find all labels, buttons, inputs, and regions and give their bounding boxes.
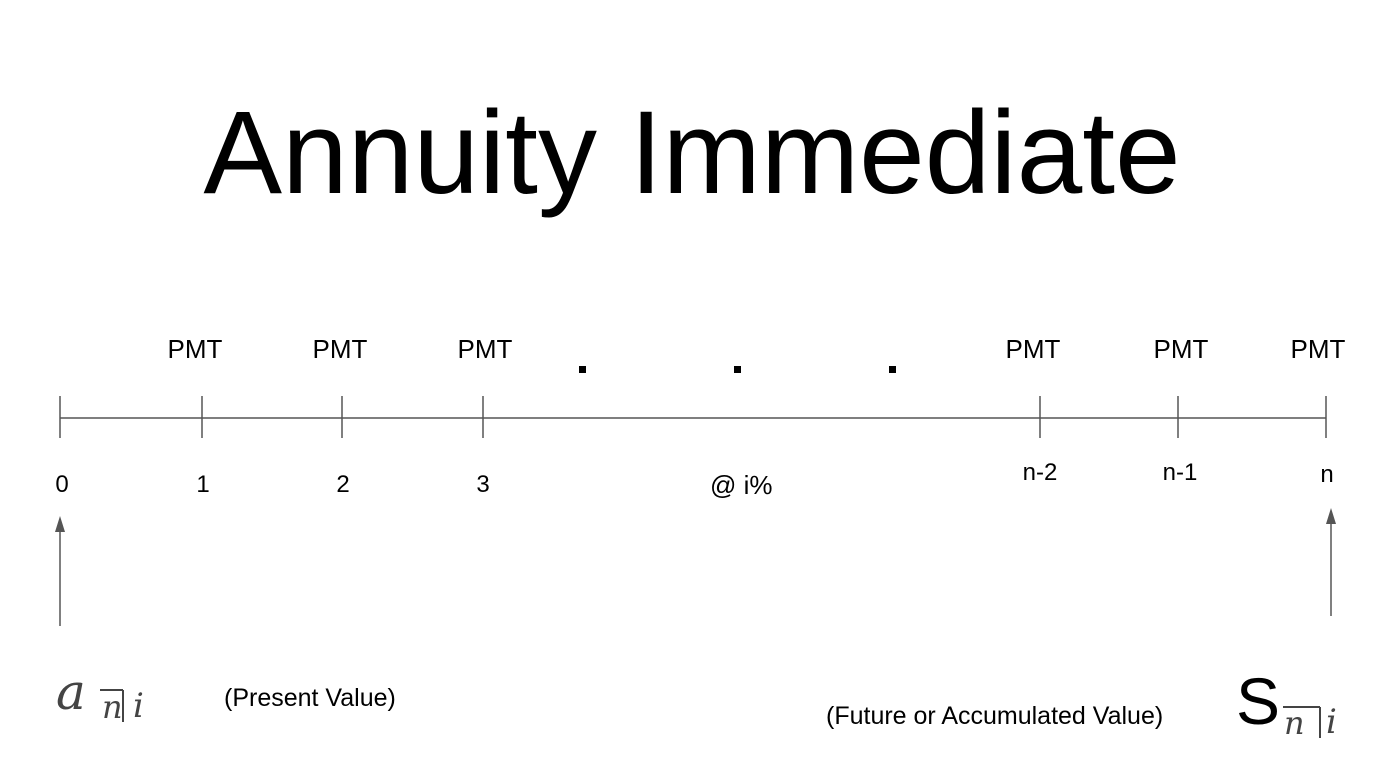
pmt-label-n: PMT <box>1290 334 1346 364</box>
pmt-label-3: PMT <box>457 334 513 364</box>
future-value-label: (Future or Accumulated Value) <box>826 702 1164 730</box>
fv-arrow-head <box>1326 508 1336 524</box>
pmt-label-1: PMT <box>167 334 223 364</box>
present-value-label: (Present Value) <box>224 684 396 712</box>
period-label-n: n <box>1320 461 1334 488</box>
period-label-2: 2 <box>336 471 350 498</box>
pv-symbol-i: i <box>133 686 144 726</box>
period-label-0: 0 <box>55 471 69 498</box>
period-label-1: 1 <box>196 471 210 498</box>
slide-title: Annuity Immediate <box>203 87 1181 219</box>
ellipsis-dot-1 <box>579 366 586 373</box>
pv-symbol-a: a <box>56 663 86 721</box>
fv-symbol-n: n <box>1284 704 1305 742</box>
ellipsis-dot-3 <box>889 366 896 373</box>
pv-arrow-head <box>55 516 65 532</box>
period-label-n-1: n-1 <box>1162 459 1198 486</box>
interest-rate-label: @ i% <box>710 470 773 500</box>
fv-symbol-i: i <box>1326 702 1337 742</box>
period-label-n-2: n-2 <box>1022 459 1058 486</box>
fv-symbol-s: S <box>1236 664 1281 738</box>
pmt-label-n-2: PMT <box>1005 334 1061 364</box>
pv-symbol-n: n <box>102 688 123 726</box>
ellipsis-dot-2 <box>734 366 741 373</box>
pmt-label-n-1: PMT <box>1153 334 1209 364</box>
period-label-3: 3 <box>476 471 490 498</box>
pmt-label-2: PMT <box>312 334 368 364</box>
